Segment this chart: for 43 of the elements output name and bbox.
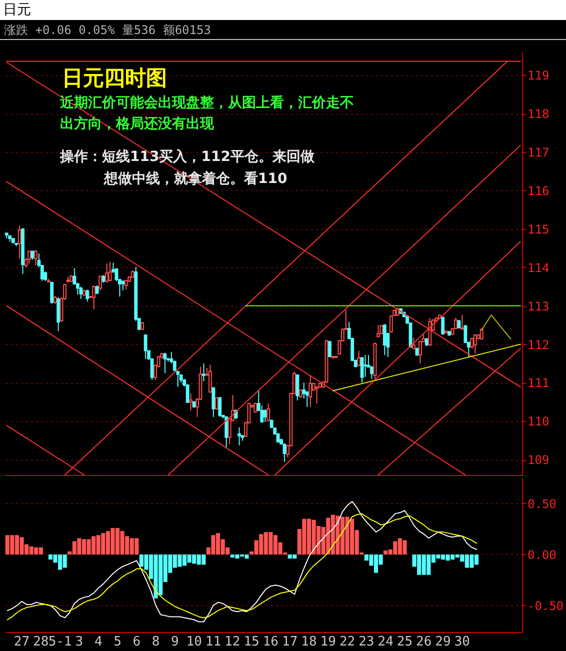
x-tick-label: 18 bbox=[301, 634, 317, 650]
y-tick-label: 116 bbox=[528, 184, 550, 198]
x-tick-label: 17 bbox=[282, 634, 298, 650]
x-tick-label: 5-1 bbox=[48, 634, 72, 650]
y-tick-label: 0.50 bbox=[528, 496, 556, 511]
x-tick-label: 24 bbox=[378, 634, 394, 650]
x-tick-label: 15 bbox=[244, 634, 260, 650]
x-tick-label: 3 bbox=[75, 634, 84, 650]
y-tick-label: 115 bbox=[528, 222, 550, 236]
x-tick-label: 22 bbox=[339, 634, 356, 650]
x-tick-label: 4 bbox=[94, 634, 102, 650]
x-tick-label: 23 bbox=[358, 634, 374, 650]
y-tick-label: 113 bbox=[528, 299, 550, 314]
y-tick-label: 109 bbox=[528, 453, 550, 468]
x-tick-label: 16 bbox=[262, 634, 279, 650]
x-tick-label: 29 bbox=[435, 634, 451, 650]
annotation: 日元四时图 bbox=[62, 66, 167, 90]
chart-title: 日元 bbox=[0, 0, 566, 20]
y-tick-label: 119 bbox=[528, 68, 550, 83]
x-tick-label: 9 bbox=[171, 634, 179, 650]
x-tick-label: 28 bbox=[33, 634, 49, 650]
x-tick-label: 10 bbox=[186, 634, 202, 650]
y-tick-label: 118 bbox=[528, 107, 550, 122]
annotation: 出方向，格局还没有出现 bbox=[60, 115, 215, 132]
x-tick-label: 12 bbox=[224, 634, 240, 650]
y-tick-label: 114 bbox=[528, 260, 550, 275]
x-tick-label: 11 bbox=[205, 634, 222, 650]
x-tick-label: 6 bbox=[132, 634, 141, 650]
y-tick-label: 117 bbox=[528, 145, 550, 160]
x-tick-label: 19 bbox=[320, 634, 336, 650]
x-tick-label: 30 bbox=[454, 634, 470, 650]
y-tick-label: 112 bbox=[528, 338, 550, 352]
y-tick-label: 111 bbox=[528, 376, 550, 390]
annotation: 操作：短线113买入，112平仓。来回做 bbox=[59, 149, 316, 165]
y-tick-label: 0.00 bbox=[528, 548, 556, 562]
x-tick-label: 8 bbox=[152, 634, 160, 650]
y-tick-label: 110 bbox=[528, 414, 550, 429]
x-tick-label: 25 bbox=[396, 634, 413, 650]
text: 涨跌 +0.06 0.05% 量536 额60153 bbox=[0, 20, 566, 40]
x-tick-label: 27 bbox=[14, 634, 30, 650]
x-tick-label: 26 bbox=[416, 634, 432, 650]
y-tick-label: -0.50 bbox=[528, 598, 564, 613]
x-tick-label: 5 bbox=[114, 634, 122, 650]
